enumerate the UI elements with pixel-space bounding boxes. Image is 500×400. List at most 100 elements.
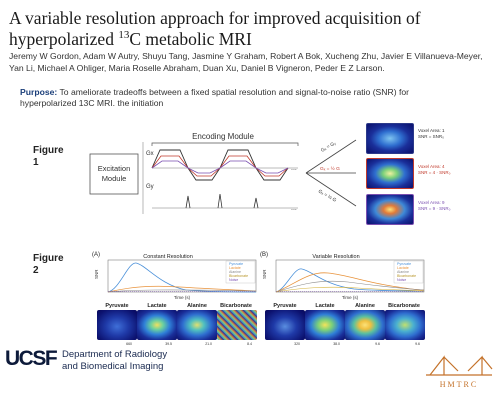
author-list: Jeremy W Gordon, Adam W Autry, Shuyu Tan…: [9, 51, 483, 73]
gy-label: Gy: [146, 184, 154, 190]
panel-b-bicarbonate-line: [275, 286, 425, 293]
encoding-module-title: Encoding Module: [192, 132, 254, 141]
hmtrc-text: HMTRC: [440, 380, 478, 389]
scale-b-lactate: 38.0: [333, 342, 340, 346]
excitation-module-box: [89, 153, 139, 195]
arrow-label-3: Gₓ = ⅓ G: [317, 189, 337, 204]
title-line-2-post: C metabolic MRI: [129, 29, 252, 49]
title-line-2: hyperpolarized 13C metabolic MRI: [9, 29, 479, 50]
panel-b-xlabel: Time (s): [342, 295, 359, 300]
encoding-bracket: [151, 142, 299, 146]
brain-image-voxel-2: [366, 158, 414, 189]
figure-2a-snr-plot: (A) Constant Resolution SNR Time (s) Pyr…: [92, 252, 257, 300]
panel-a-legend-2: Lactate: [229, 266, 241, 270]
gx-ellipsis: ...: [291, 165, 297, 172]
panel-b-legend-5: Noise: [397, 278, 406, 282]
gx-waveform-purple: [151, 160, 289, 174]
title-line-1: A variable resolution approach for impro…: [9, 8, 421, 28]
figure-1-label-number: 1: [33, 157, 39, 168]
panel-b-legend-1: Pyruvate: [397, 262, 411, 266]
figure-2-colorbar-scales: 660 39.5 21.0 8.4 320 38.0 9.6 9.6: [126, 342, 420, 346]
b-label-alanine: Alanine: [355, 303, 375, 309]
resolution-arrows: [305, 139, 357, 207]
map-a-lactate: [137, 310, 177, 340]
panel-b-pyruvate-line: [275, 268, 425, 293]
panel-b-legend-2: Lactate: [397, 266, 409, 270]
panel-a-title: Constant Resolution: [143, 254, 193, 260]
voxel-3-snr: SNR = 9 · SNR₀: [418, 206, 451, 211]
panel-b-alanine-line: [275, 280, 425, 293]
hmtrc-bridge-logo: HMTRC: [426, 355, 493, 389]
scale-b-bicarbonate: 9.6: [415, 342, 420, 346]
department-name: Department of Radiology and Biomedical I…: [62, 349, 167, 373]
department-line-2: and Biomedical Imaging: [62, 361, 164, 372]
ucsf-logo-text: UCSF: [5, 347, 58, 369]
figure-2-metabolite-labels: Pyruvate Lactate Alanine Bicarbonate Pyr…: [105, 303, 420, 309]
panel-b-ylabel: SNR: [262, 269, 267, 279]
panel-a-letter: (A): [92, 252, 100, 258]
panel-a-legend-box: [225, 260, 256, 284]
title-line-2-pre: hyperpolarized: [9, 29, 119, 49]
b-label-bicarbonate: Bicarbonate: [388, 303, 420, 309]
panel-a-pyruvate-line: [107, 262, 257, 293]
panel-a-legend-1: Pyruvate: [229, 262, 243, 266]
ucsf-logo: UCSF: [5, 347, 59, 369]
scale-b-alanine: 9.6: [375, 342, 380, 346]
brain-image-voxel-3: [366, 194, 414, 225]
panel-b-legend-box: [393, 260, 424, 284]
excitation-label-2: Module: [102, 174, 127, 183]
voxel-1-area: Voxel Area: 1: [418, 128, 445, 133]
arrow-label-2: Gₓ = ½ G: [320, 165, 340, 172]
scale-b-pyruvate: 320: [294, 342, 300, 346]
panel-b-title: Variable Resolution: [312, 254, 359, 260]
voxel-2-snr: SNR = 4 · SNR₀: [418, 170, 451, 175]
gy-blips: [185, 193, 259, 209]
scale-a-bicarbonate: 8.4: [247, 342, 252, 346]
panel-b-legend-3: Alanine: [397, 270, 409, 274]
scale-a-alanine: 21.0: [205, 342, 212, 346]
a-label-alanine: Alanine: [187, 303, 207, 309]
figure-2-label: Figure 2: [33, 253, 64, 277]
purpose-text: To ameliorate tradeoffs between a fixed …: [20, 87, 409, 108]
map-b-lactate: [305, 310, 345, 340]
map-b-bicarbonate: [385, 310, 425, 340]
figure-1-pulse-sequence-diagram: Excitation Module Encoding Module Gx ...…: [89, 128, 451, 214]
panel-a-lactate-line: [107, 285, 257, 293]
map-a-bicarbonate: [217, 310, 257, 340]
department-line-1: Department of Radiology: [62, 349, 168, 360]
panel-a-legend-3: Alanine: [229, 270, 241, 274]
title-superscript: 13: [118, 29, 130, 42]
panel-b-legend-4: Bicarbonate: [397, 274, 416, 278]
arrow-label-1: Gₓ = Gᵧ: [320, 140, 337, 153]
purpose-label: Purpose:: [20, 87, 58, 97]
figure-1-label: Figure 1: [33, 145, 64, 169]
voxel-2-area: Voxel Area: 4: [418, 164, 445, 169]
figure-2-label-word: Figure: [33, 253, 64, 264]
voxel-1-snr: SNR = SNR₀: [418, 134, 444, 139]
bridge-cables: [429, 355, 493, 376]
excitation-label-1: Excitation: [98, 164, 131, 173]
figure-2-label-number: 2: [33, 265, 39, 276]
figure-2b-snr-plot: (B) Variable Resolution SNR Time (s) Pyr…: [260, 252, 425, 300]
panel-a-legend-4: Bicarbonate: [229, 274, 248, 278]
a-label-pyruvate: Pyruvate: [105, 303, 128, 309]
a-label-lactate: Lactate: [147, 303, 166, 309]
voxel-3-area: Voxel Area: 9: [418, 200, 445, 205]
panel-a-xlabel: Time (s): [174, 295, 191, 300]
brain-image-voxel-1: [366, 123, 414, 154]
panel-a-legend-5: Noise: [229, 278, 238, 282]
gy-ellipsis: ...: [291, 205, 297, 212]
map-b-alanine: [345, 310, 385, 340]
map-a-alanine: [177, 310, 217, 340]
a-label-bicarbonate: Bicarbonate: [220, 303, 252, 309]
scale-a-lactate: 39.5: [165, 342, 172, 346]
poster-title: A variable resolution approach for impro…: [9, 8, 479, 50]
map-b-pyruvate: [265, 310, 305, 340]
panel-b-letter: (B): [260, 252, 268, 258]
b-label-pyruvate: Pyruvate: [273, 303, 296, 309]
purpose-paragraph: Purpose: To ameliorate tradeoffs between…: [20, 87, 460, 109]
map-a-pyruvate: [97, 310, 137, 340]
b-label-lactate: Lactate: [315, 303, 334, 309]
gx-label: Gx: [146, 151, 154, 157]
panel-a-ylabel: SNR: [94, 269, 99, 279]
